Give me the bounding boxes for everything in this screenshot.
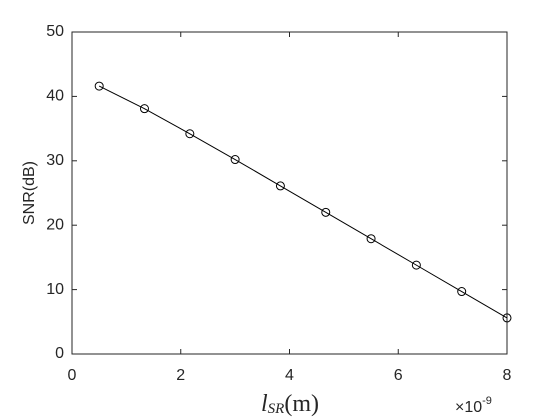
y-tick-label: 50: [46, 23, 64, 40]
x-label-sub: SR: [268, 401, 285, 417]
x-scale-exponent: -9: [482, 395, 492, 407]
plot-area: [71, 31, 508, 355]
marker: [411, 260, 421, 270]
marker: [94, 81, 104, 91]
marker: [366, 234, 376, 244]
marker: [230, 155, 240, 165]
x-tick-label: 6: [394, 367, 403, 384]
marker: [457, 287, 467, 297]
x-label-rest: (m): [284, 391, 319, 417]
y-tick-label: 0: [55, 345, 64, 362]
x-tick-label: 0: [68, 367, 77, 384]
x-tick-label: 2: [176, 367, 185, 384]
x-scale-base: ×10: [455, 399, 482, 416]
series-line: [98, 85, 508, 319]
marker: [275, 181, 285, 191]
marker: [502, 313, 512, 323]
y-tick-label: 20: [46, 216, 64, 233]
marker: [185, 129, 195, 139]
y-tick-label: 40: [46, 88, 64, 105]
x-axis-label: lSR(m): [261, 391, 319, 418]
x-tick-label: 8: [503, 367, 512, 384]
marker: [139, 104, 149, 114]
marker: [321, 207, 331, 217]
x-tick-label: 4: [285, 367, 294, 384]
y-tick-label: 10: [46, 281, 64, 298]
x-label-main: l: [261, 391, 268, 417]
x-scale-label: ×10-9: [455, 395, 492, 416]
y-tick-label: 30: [46, 152, 64, 169]
y-axis-label: SNR(dB): [21, 161, 38, 225]
